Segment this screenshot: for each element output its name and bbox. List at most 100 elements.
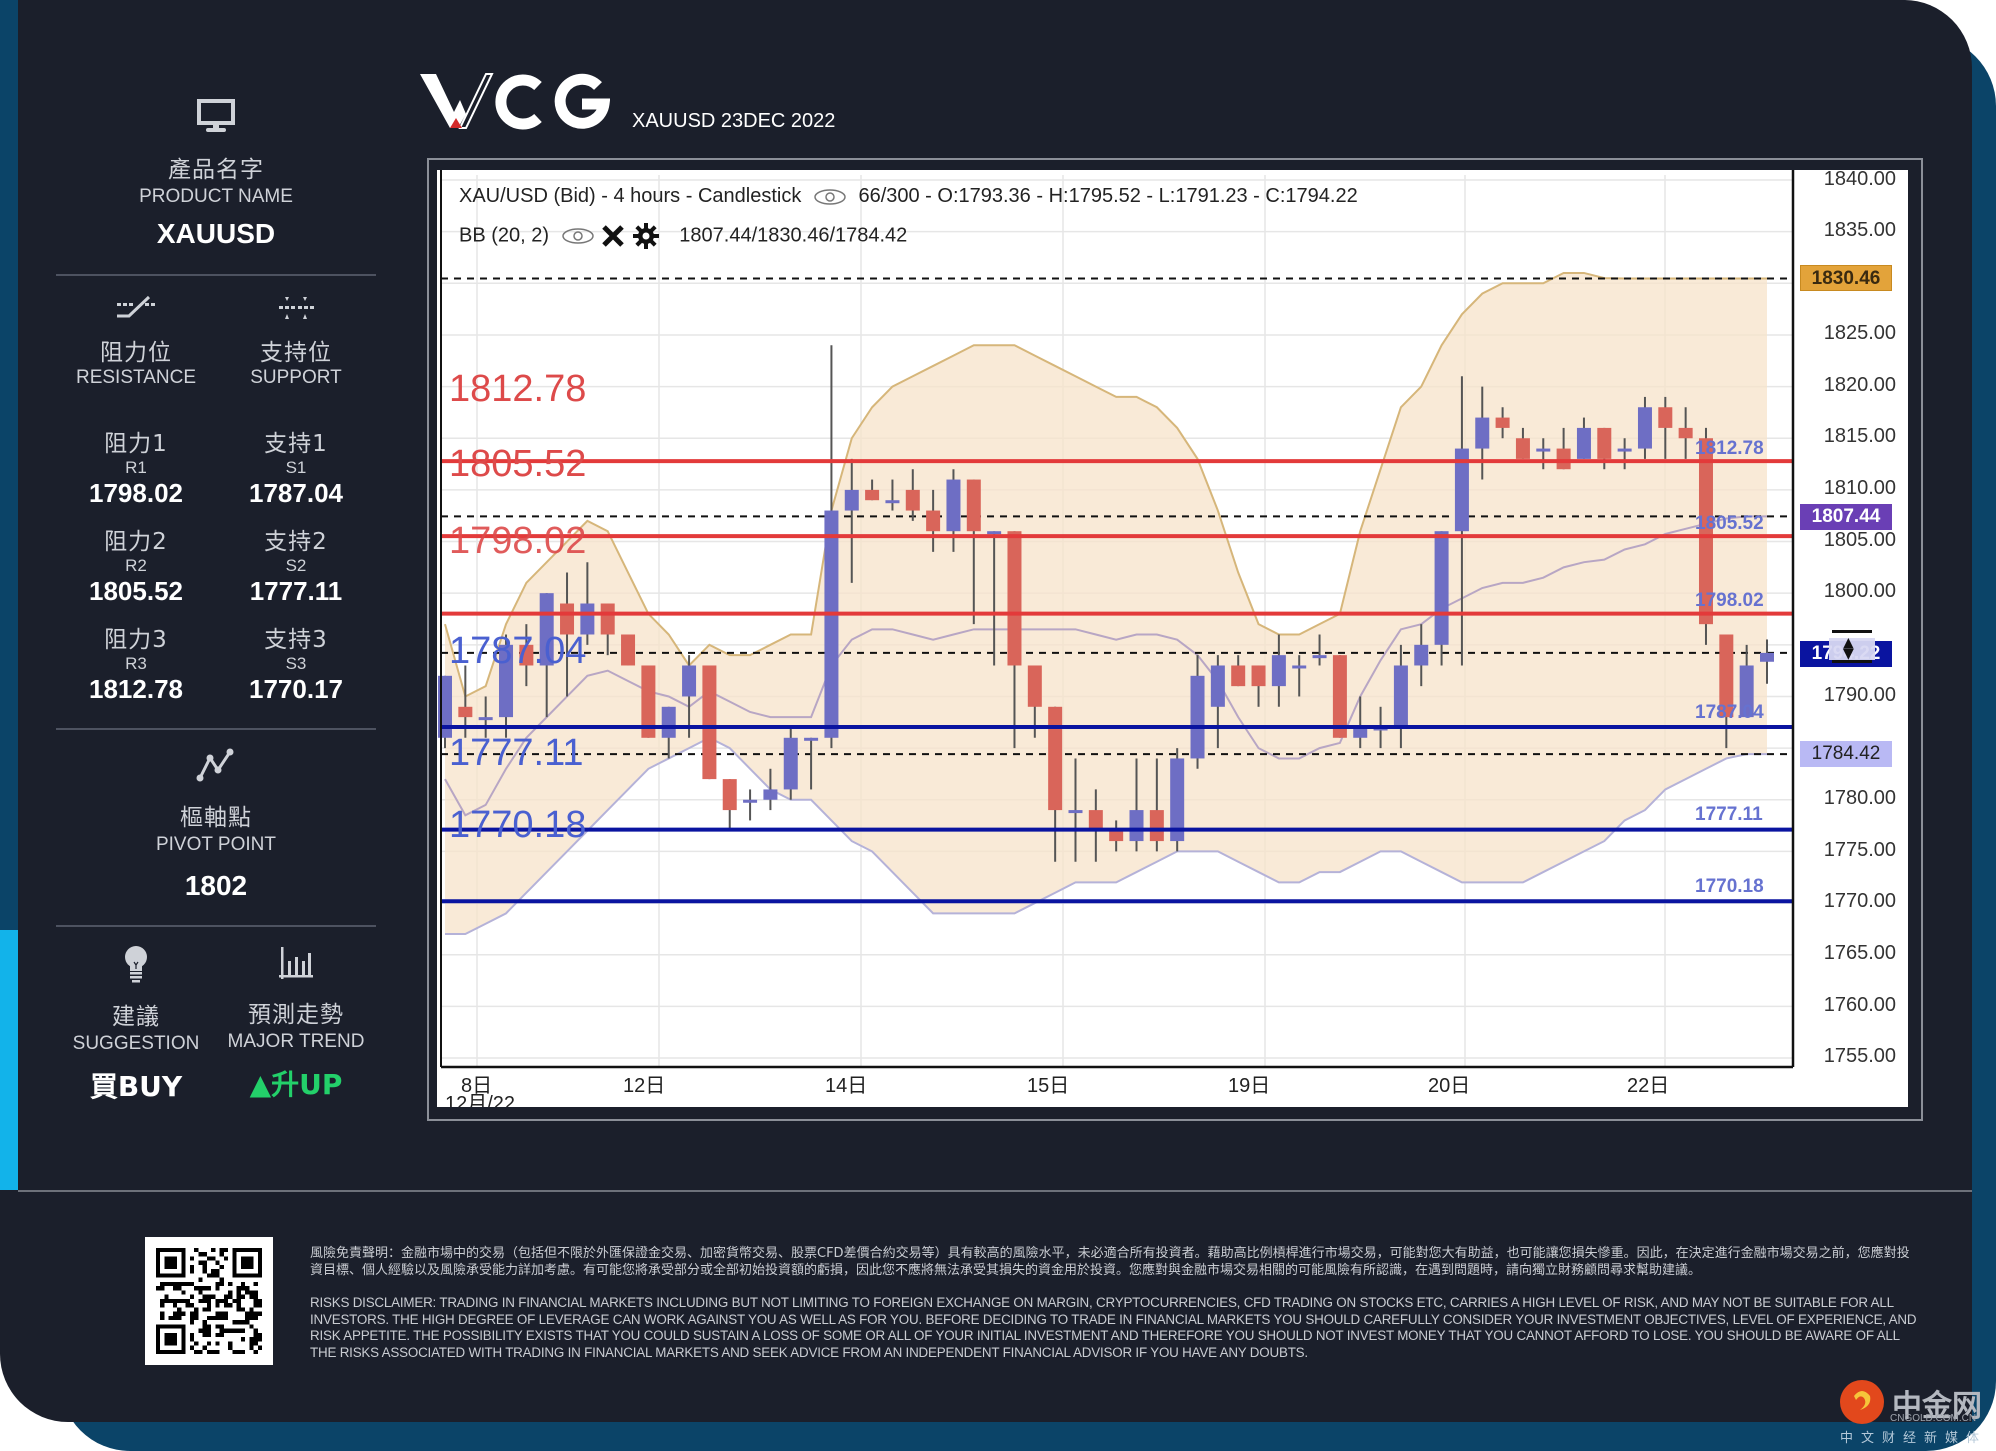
watermark-name: 中金网: [1892, 1389, 1982, 1424]
x-tick: 20日: [1428, 1075, 1471, 1097]
resistance-icon: [117, 295, 155, 318]
level-value: 1812.78: [89, 674, 183, 704]
r2-label-right: 1805.52: [1695, 513, 1764, 534]
s3-label: 1770.18: [449, 804, 587, 846]
level-value: 1770.17: [249, 674, 343, 704]
y-tick: 1800.00: [1823, 580, 1896, 602]
suggestion-section: 建議 SUGGESTION 買BUY: [56, 945, 216, 1105]
y-tick: 1770.00: [1823, 890, 1896, 912]
x-sublabel: 12月/22: [445, 1093, 516, 1107]
resistance-label-zh: 阻力位: [100, 340, 172, 366]
wcg-logo: [420, 73, 610, 130]
level-label-zh: 支持3: [264, 627, 328, 653]
support-level-1: 支持1 S1 1787.04: [216, 424, 376, 509]
y-tick: 1815.00: [1823, 425, 1896, 447]
r3-label-right: 1812.78: [1695, 438, 1764, 459]
x-tick: 14日: [825, 1075, 868, 1097]
y-tick: 1835.00: [1823, 219, 1896, 241]
y-tick: 1810.00: [1823, 477, 1896, 499]
disclaimer-en: RISKS DISCLAIMER: TRADING IN FINANCIAL M…: [310, 1295, 1917, 1360]
report-subtitle: XAUUSD 23DEC 2022: [632, 110, 836, 132]
s1-label: 1787.04: [449, 630, 587, 672]
y-tick: 1790.00: [1823, 684, 1896, 706]
resistance-level-2: 阻力2 R2 1805.52: [56, 522, 216, 607]
level-code: S1: [285, 458, 307, 477]
level-label-zh: 支持1: [264, 431, 328, 457]
x-tick: 19日: [1228, 1075, 1271, 1097]
triangle-up-icon: ▲: [249, 1068, 272, 1101]
pivot-label-en: PIVOT POINT: [155, 834, 276, 855]
level-code: R3: [125, 654, 147, 673]
resistance-header: 阻力位 RESISTANCE: [56, 295, 216, 389]
close-icon[interactable]: [600, 223, 626, 249]
chart-legend-bollinger: BB (20, 2) 1807.44/1830.46/1784.42: [459, 222, 907, 250]
chart-frame: [427, 158, 1923, 1121]
y-tick: 1825.00: [1823, 322, 1896, 344]
level-value: 1777.11: [249, 576, 343, 606]
resistance-level-1: 阻力1 R1 1798.02: [56, 424, 216, 509]
y-tick: 1840.00: [1823, 170, 1896, 190]
bb-upper-tag: 1830.46: [1800, 265, 1892, 291]
pivot-value: 1802: [184, 870, 248, 901]
pivot-section: 樞軸點 PIVOT POINT 1802: [56, 748, 376, 902]
level-label-zh: 阻力3: [104, 627, 168, 653]
product-section: 產品名字 PRODUCT NAME XAUUSD: [56, 98, 376, 250]
support-label-en: SUPPORT: [250, 367, 342, 388]
s2-label: 1777.11: [449, 732, 584, 774]
accent-strip-highlight: [0, 930, 18, 1190]
pivot-label-zh: 樞軸點: [180, 805, 252, 831]
monitor-icon: [197, 99, 235, 132]
bb-middle-tag: 1807.44: [1800, 504, 1892, 530]
bar-chart-icon: [279, 947, 313, 979]
y-tick: 1820.00: [1823, 374, 1896, 396]
report-card: 產品名字 PRODUCT NAME XAUUSD 阻力位 RESISTANCE …: [0, 0, 1972, 1422]
divider: [56, 728, 376, 730]
x-tick: 15日: [1027, 1075, 1070, 1097]
suggestion-value: 買BUY: [89, 1070, 183, 1103]
support-header: 支持位 SUPPORT: [216, 295, 376, 389]
level-value: 1805.52: [89, 576, 183, 606]
y-tick: 1805.00: [1823, 529, 1896, 551]
bb-lower-tag: 1784.42: [1800, 741, 1892, 767]
candlestick-chart[interactable]: XAU/USD (Bid) - 4 hours - Candlestick 66…: [437, 170, 1908, 1107]
qr-code-icon[interactable]: [145, 1237, 273, 1365]
x-tick: 12日: [623, 1075, 666, 1097]
bb-label: BB (20, 2): [459, 224, 550, 247]
y-tick: 1780.00: [1823, 787, 1896, 809]
footer-divider: [18, 1190, 1972, 1192]
suggestion-label-en: SUGGESTION: [72, 1033, 200, 1054]
level-code: S3: [285, 654, 307, 673]
r2-label: 1805.52: [449, 443, 587, 485]
trend-section: 預測走勢 MAJOR TREND ▲升UP: [216, 945, 376, 1103]
gear-icon[interactable]: [632, 222, 660, 250]
resistance-level-3: 阻力3 R3 1812.78: [56, 620, 216, 705]
cngold-logo-icon: [1840, 1380, 1884, 1424]
s3-label-right: 1770.18: [1695, 876, 1764, 897]
trend-label-zh: 預測走勢: [248, 1002, 344, 1028]
level-label-zh: 阻力1: [104, 431, 168, 457]
level-value: 1798.02: [89, 478, 183, 508]
support-level-3: 支持3 S3 1770.17: [216, 620, 376, 705]
eye-icon[interactable]: [561, 227, 595, 245]
level-label-zh: 阻力2: [104, 529, 168, 555]
s2-label-right: 1777.11: [1695, 804, 1763, 825]
level-label-zh: 支持2: [264, 529, 328, 555]
bb-values: 1807.44/1830.46/1784.42: [679, 224, 908, 247]
instrument-label: XAU/USD (Bid) - 4 hours - Candlestick: [459, 185, 802, 207]
support-icon: [279, 297, 314, 319]
r1-label: 1798.02: [449, 520, 587, 562]
accent-strip: [0, 0, 18, 1190]
r1-label-right: 1798.02: [1695, 590, 1764, 611]
price-drag-handle[interactable]: ▲ ▼: [1829, 630, 1875, 670]
level-code: S2: [285, 556, 307, 575]
level-value: 1787.04: [249, 478, 343, 508]
suggestion-label-zh: 建議: [112, 1004, 160, 1030]
eye-icon[interactable]: [813, 188, 847, 206]
lightbulb-icon: [125, 946, 147, 983]
y-tick: 1765.00: [1823, 942, 1896, 964]
x-tick: 8日: [461, 1075, 493, 1097]
watermark-tagline: 中文财经新媒体: [1840, 1431, 1988, 1446]
chart-plot[interactable]: [437, 170, 1908, 1107]
support-level-2: 支持2 S2 1777.11: [216, 522, 376, 607]
product-label-zh: 產品名字: [168, 157, 264, 183]
